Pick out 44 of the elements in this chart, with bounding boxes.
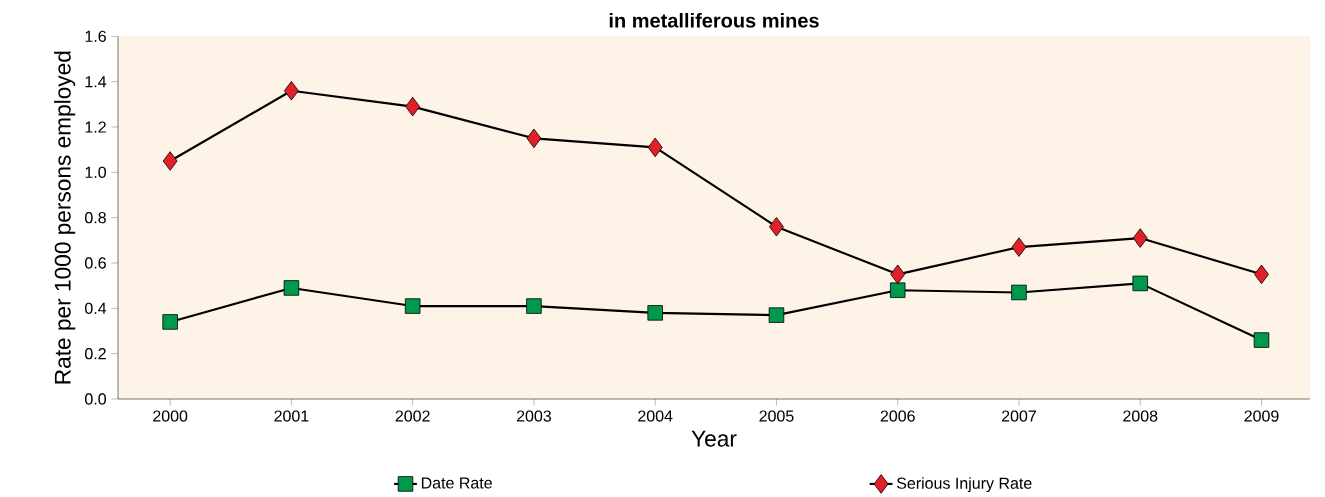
y-tick-label: 0.2 xyxy=(85,348,106,360)
point xyxy=(526,128,542,149)
x-tick-label: 2008 xyxy=(1123,410,1158,422)
x-tick-label: 2000 xyxy=(153,410,188,422)
point xyxy=(647,305,663,321)
y-tick-label: 0.8 xyxy=(85,212,106,224)
point xyxy=(1011,284,1027,301)
point xyxy=(1132,228,1148,248)
y-tick-label: 0.6 xyxy=(85,257,106,269)
x-axis-title: Year xyxy=(691,430,737,447)
point xyxy=(162,151,178,171)
point xyxy=(769,217,784,237)
point xyxy=(283,280,300,296)
x-tick-label: 2003 xyxy=(516,410,552,422)
x-tick-label: 2007 xyxy=(1001,410,1036,422)
point xyxy=(1253,332,1270,348)
y-tick-label: 1.2 xyxy=(85,121,106,133)
point xyxy=(526,298,542,314)
y-tick-label: 1.6 xyxy=(85,30,106,42)
point xyxy=(647,137,663,158)
legend-label: Serious Injury Rate xyxy=(896,477,1032,493)
x-tick-label: 2005 xyxy=(759,410,794,422)
point xyxy=(889,282,906,298)
y-tick-label: 1.4 xyxy=(85,76,107,88)
point xyxy=(768,307,785,323)
x-tick-label: 2002 xyxy=(395,410,430,422)
point xyxy=(405,96,421,117)
point xyxy=(284,81,299,101)
chart-title: in metalliferous mines xyxy=(609,12,819,28)
y-tick-label: 0.0 xyxy=(85,393,107,405)
y-tick-label: 1.0 xyxy=(85,166,107,178)
y-tick-label: 0.4 xyxy=(85,302,107,314)
x-tick-label: 2009 xyxy=(1244,410,1279,422)
point xyxy=(890,264,906,285)
point xyxy=(1011,237,1027,257)
point xyxy=(1254,264,1269,285)
legend-label: Date Rate xyxy=(421,477,492,489)
x-tick-label: 2001 xyxy=(274,410,309,422)
x-tick-label: 2004 xyxy=(638,410,673,422)
x-tick-label: 2006 xyxy=(880,410,915,422)
point xyxy=(162,314,178,330)
point xyxy=(1132,275,1148,292)
point xyxy=(404,298,421,314)
y-axis-title: Rate per 1000 persons employed xyxy=(54,51,76,384)
